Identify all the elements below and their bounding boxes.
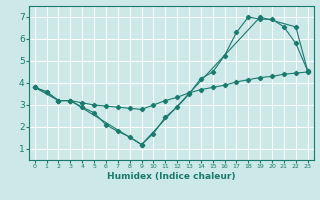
X-axis label: Humidex (Indice chaleur): Humidex (Indice chaleur) [107,172,236,181]
